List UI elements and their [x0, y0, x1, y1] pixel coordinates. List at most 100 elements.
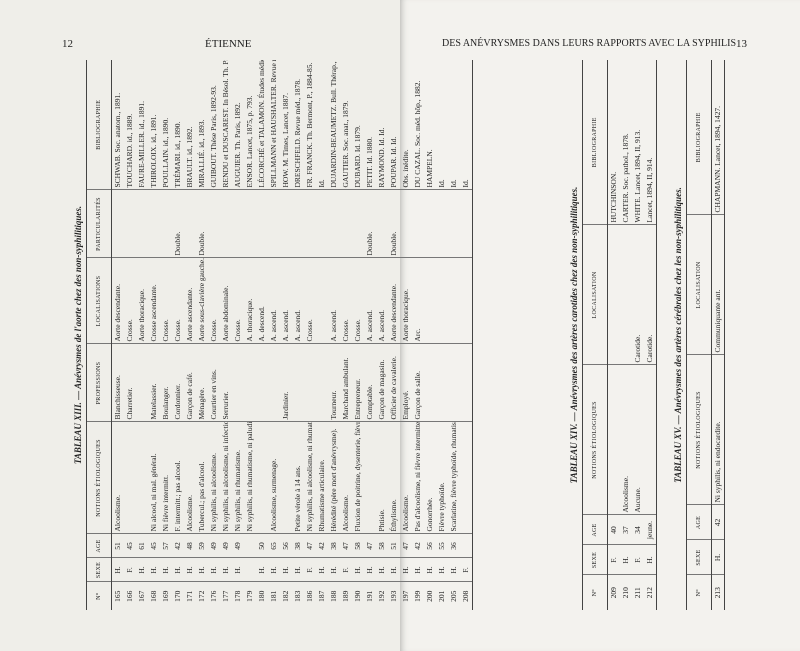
table-cell: H.: [208, 558, 220, 582]
table-cell: Aorte descendante.: [111, 258, 124, 344]
table-cell: [292, 190, 304, 258]
table-cell: 181: [269, 590, 278, 602]
table-row: 199 H. 42 Pas d'alcoolisme, ni fièvre inter…: [412, 60, 424, 610]
table-cell: [244, 344, 256, 422]
rotated-table: TABLEAU XIII. — Anévrysmes de l'aorte ch…: [70, 60, 557, 610]
header-row: N° Sexe Age Notions étiologiques Localisatio…: [582, 60, 608, 610]
table-head: N° Sexe Age Notions étiologiques Localisatio…: [582, 60, 608, 610]
table-cell: 49: [208, 534, 220, 558]
table-cell: 47: [364, 534, 376, 558]
table-cell: Ni syphilis, ni rhumatisme, ni paludisme…: [244, 422, 256, 534]
table-cell: 47: [400, 534, 412, 558]
column-header: N°: [582, 575, 608, 610]
table-row: 186 F. 47 Ni syphilis, ni alcoolisme, ni rh…: [304, 60, 316, 610]
table-row: 176 H. 49 Ni syphilis, ni alcoolisme. Courti…: [208, 60, 220, 610]
table-cell: DRESCHFELD. Revue méd., 1878.: [292, 60, 304, 190]
table-row: 168 H. 45 Ni alcool, ni mal. général. Matela…: [148, 60, 160, 610]
table-cell: Aucune.: [632, 365, 644, 515]
running-head: ÉTIENNE: [205, 38, 252, 50]
table-cell: H.: [280, 558, 292, 582]
table-cell: Serrurier.: [220, 344, 232, 422]
table-cell: Cordonnier.: [172, 344, 184, 422]
rotated-table: TABLEAU XIV. — Anévrysmes des artères ca…: [566, 60, 662, 610]
column-header: Bibliographie: [86, 60, 112, 190]
table-cell: [340, 190, 352, 258]
table-cell: H.: [136, 558, 148, 582]
table-cell: [376, 190, 388, 258]
table-cell: [111, 190, 124, 258]
table-cell: H.: [196, 558, 208, 582]
table-body: 213 H. 42 Ni syphilis, ni endocardite. Commu…: [711, 60, 725, 610]
column-header: Particularités: [86, 190, 112, 258]
table-cell: Matelassier.: [148, 344, 160, 422]
table-cell: 197: [401, 590, 410, 602]
column-header: Bibliographie: [686, 60, 712, 215]
table: N° Sexe Age Notions étiologiques Professions…: [86, 60, 473, 610]
table-cell: [328, 190, 340, 258]
table-cell: Alcoolisme.: [184, 422, 196, 534]
table-cell: [304, 190, 316, 258]
table-cell: Crosse.: [340, 258, 352, 344]
table-cell: Alcoolisme.: [340, 422, 352, 534]
table-cell: 169: [161, 590, 170, 602]
table-cell: [244, 190, 256, 258]
table-cell: 187: [317, 590, 326, 602]
table-row: 167 H. 61 Aorte thoracique. FAURE-MILLER. id…: [136, 60, 148, 610]
table-row: 169 H. 57 Ni fièvre intermitt. Boulanger. Cro…: [160, 60, 172, 610]
table-cell: [244, 558, 256, 582]
table-cell: 211: [633, 587, 642, 599]
table-cell: [292, 344, 304, 422]
table-title: TABLEAU XV. — Anévrysmes des artères cér…: [673, 187, 683, 483]
table-cell: Ni alcool, ni mal. général.: [148, 422, 160, 534]
table-cell: 56: [280, 534, 292, 558]
table-cell: 188: [329, 590, 338, 602]
table-cell: Ni syphilis, ni rhumatisme.: [232, 422, 244, 534]
table-cell: Marchand ambulant.: [340, 344, 352, 422]
table-cell: Double.: [388, 190, 400, 258]
table-cell: 199: [413, 590, 422, 602]
table-cell: F. intermitt.; pas alcool.: [172, 422, 184, 534]
table-row: 180 H. 50 A. descend. LÉCORCHÉ et TALAMON. É…: [256, 60, 268, 610]
table-cell: [436, 258, 448, 344]
table-cell: Arc.: [412, 258, 424, 344]
table-cell: Id.: [436, 60, 448, 190]
table-cell: Communiquante ant.: [711, 215, 725, 355]
table-cell: H.: [316, 558, 328, 582]
table-cell: 37: [620, 515, 632, 545]
table-cell: Ni fièvre intermitt.: [160, 422, 172, 534]
table-cell: Aorte ascendante.: [184, 258, 196, 344]
table-cell: FAURE-MILLER. id., 1891.: [136, 60, 148, 190]
table-cell: 172: [197, 590, 206, 602]
table-cell: Crosse.: [232, 258, 244, 344]
page-number: 13: [736, 38, 747, 50]
table-cell: H.: [268, 558, 280, 582]
table-cell: H.: [220, 558, 232, 582]
table-row: 212 H. jeune. Carotide. Lancet, 1894, II, 91…: [644, 60, 657, 610]
table-cell: CHAPMANN. Lancet, 1894, 1427.: [711, 60, 725, 215]
table-cell: Tourneur.: [328, 344, 340, 422]
table-cell: 190: [353, 590, 362, 602]
table-cell: TOUCHARD. id., 1889.: [124, 60, 136, 190]
table-title: TABLEAU XIII. — Anévrysmes de l'aorte ch…: [73, 205, 83, 465]
table-cell: PETIT. Id. 1880.: [364, 60, 376, 190]
table-cell: 210: [621, 587, 630, 599]
table-cell: A. ascend.: [364, 258, 376, 344]
table-row: 208 F. Id.: [460, 60, 473, 610]
table-row: 171 H. 48 Alcoolisme. Garçon de café. Aorte a…: [184, 60, 196, 610]
table-row: 177 H. 49 Ni syphilis, ni alcoolisme, ni in…: [220, 60, 232, 610]
running-head: DES ANÉVRYSMES DANS LEURS RAPPORTS AVEC …: [442, 38, 737, 49]
table-cell: 57: [160, 534, 172, 558]
table-cell: 42: [412, 534, 424, 558]
table-cell: jeune.: [644, 515, 657, 545]
table-cell: Crosse ascendante.: [148, 258, 160, 344]
table-cell: 38: [292, 534, 304, 558]
page-number: 12: [62, 38, 73, 50]
table-cell: [160, 190, 172, 258]
table-cell: TRÉMARI. id., 1890.: [172, 60, 184, 190]
column-header: N°: [86, 582, 112, 610]
table-cell: [220, 190, 232, 258]
table-cell: [436, 344, 448, 422]
column-header: Age: [86, 534, 112, 558]
table-row: 187 H. 42 Rhumatisme articulaire. Id.: [316, 60, 328, 610]
table-cell: Garçon de magasin.: [376, 344, 388, 422]
